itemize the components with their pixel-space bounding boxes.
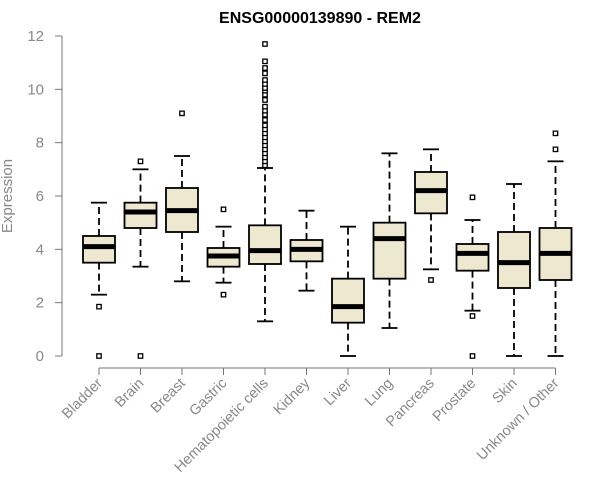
y-axis: 0 2 4 6 8 10 12 bbox=[27, 28, 63, 365]
outlier-point bbox=[552, 130, 559, 137]
box-kidney bbox=[289, 209, 324, 292]
y-tick-label: 2 bbox=[36, 295, 44, 312]
outlier-point bbox=[220, 206, 227, 213]
iqr-box bbox=[455, 243, 490, 272]
boxplot-series bbox=[82, 41, 573, 359]
outlier-point bbox=[262, 65, 268, 71]
outlier-point bbox=[137, 158, 144, 165]
iqr-box bbox=[372, 221, 407, 280]
box-bladder bbox=[82, 201, 116, 359]
outlier-point bbox=[469, 353, 476, 359]
outlier-point bbox=[262, 122, 268, 129]
x-tick-label: Skin bbox=[490, 376, 521, 407]
box-skin bbox=[497, 183, 531, 357]
box-prostate bbox=[455, 194, 490, 359]
x-tick-label: Kidney bbox=[271, 375, 314, 418]
box-brain bbox=[123, 158, 158, 359]
y-tick-label: 6 bbox=[36, 188, 44, 205]
outlier-point bbox=[220, 291, 227, 298]
x-tick-label: Bladder bbox=[59, 375, 106, 422]
outlier-point bbox=[262, 41, 268, 47]
x-tick-label: Prostate bbox=[430, 376, 479, 425]
outlier-point bbox=[428, 277, 434, 283]
iqr-box bbox=[331, 277, 365, 324]
y-tick-label: 0 bbox=[36, 348, 44, 365]
outlier-point bbox=[469, 194, 476, 201]
outlier-point bbox=[262, 77, 268, 83]
y-tick-label: 8 bbox=[36, 135, 44, 152]
box-pancreas bbox=[414, 148, 448, 283]
outlier-point bbox=[262, 70, 268, 77]
y-tick-label: 10 bbox=[27, 81, 44, 98]
y-axis-label: Expression bbox=[0, 159, 16, 233]
box-hematopoietic-cells bbox=[248, 41, 282, 323]
outlier-point bbox=[469, 313, 476, 319]
outlier-point bbox=[552, 146, 559, 153]
outlier-point bbox=[262, 103, 268, 110]
outlier-point bbox=[262, 58, 268, 65]
x-tick-label: Lung bbox=[362, 376, 396, 410]
iqr-box bbox=[497, 231, 531, 289]
iqr-box bbox=[248, 224, 282, 265]
outlier-point bbox=[262, 117, 268, 123]
box-liver bbox=[331, 225, 365, 357]
x-tick-label: Brain bbox=[112, 376, 147, 411]
iqr-box bbox=[82, 235, 116, 264]
y-tick-label: 12 bbox=[27, 28, 44, 45]
outlier-point bbox=[262, 97, 268, 103]
iqr-box bbox=[123, 201, 158, 229]
x-tick-label: Liver bbox=[321, 375, 355, 409]
x-tick-label: Breast bbox=[148, 376, 189, 417]
box-breast bbox=[165, 110, 199, 283]
box-unknown-other bbox=[538, 130, 573, 357]
outlier-point bbox=[96, 303, 102, 310]
outlier-point bbox=[96, 353, 102, 359]
y-tick-label: 4 bbox=[36, 241, 44, 258]
outlier-point bbox=[137, 353, 144, 359]
outlier-point bbox=[179, 110, 185, 117]
box-gastric bbox=[206, 206, 241, 298]
box-lung bbox=[372, 152, 407, 329]
chart-title: ENSG00000139890 - REM2 bbox=[219, 10, 421, 27]
